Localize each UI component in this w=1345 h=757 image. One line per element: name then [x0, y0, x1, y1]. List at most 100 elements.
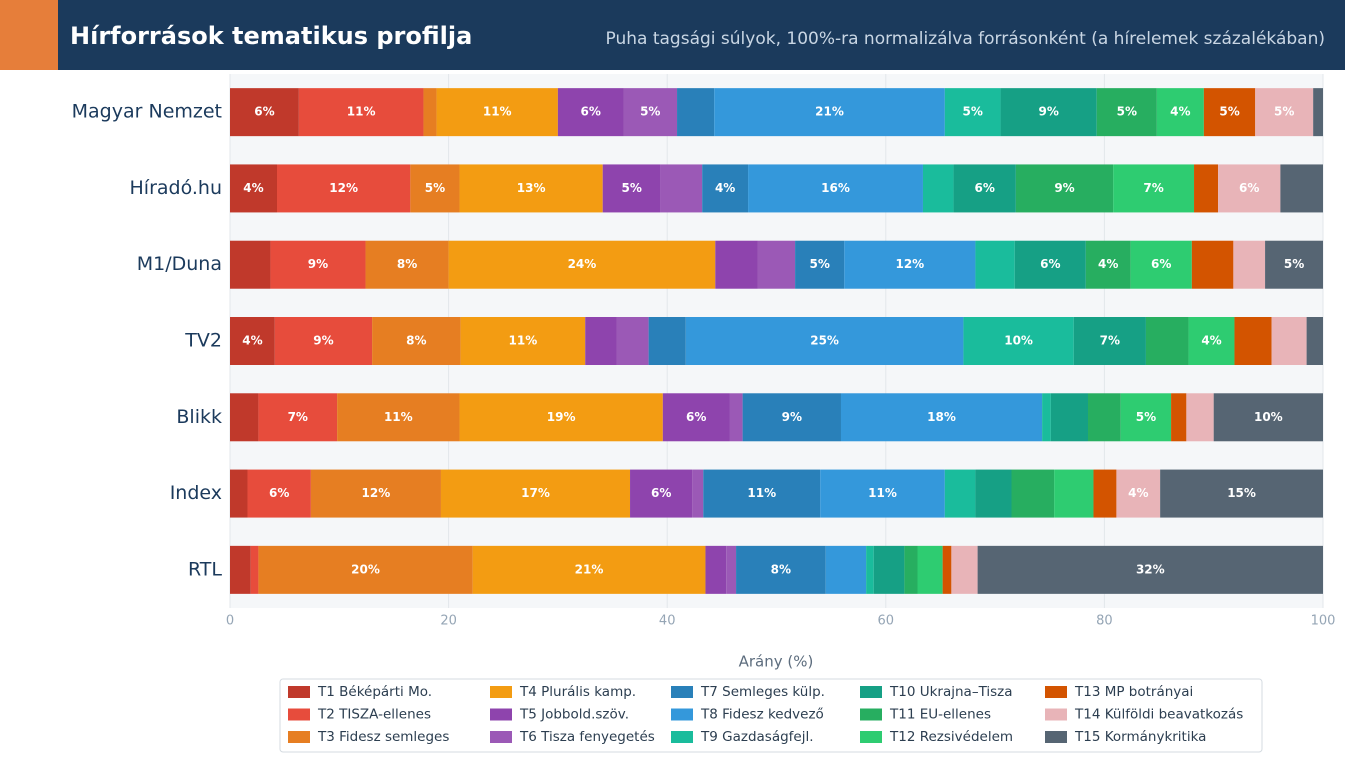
legend-label: T8 Fidesz kedvező: [700, 707, 824, 723]
x-axis-label: Arány (%): [739, 653, 814, 671]
bar-segment: [705, 545, 727, 594]
bar-segment: [372, 317, 461, 365]
bar-segment: [757, 240, 796, 289]
data-label: 4%: [1201, 334, 1221, 348]
header-accent: [0, 0, 58, 70]
y-tick-label: TV2: [184, 330, 222, 352]
y-tick-label: Index: [170, 482, 222, 504]
data-label: 5%: [621, 181, 641, 195]
bar-segment: [365, 240, 449, 289]
bar-segment: [736, 545, 826, 594]
bar-segment: [230, 545, 251, 594]
legend-swatch: [1045, 686, 1067, 698]
data-label: 9%: [1054, 181, 1074, 195]
bar-segment: [1218, 164, 1281, 213]
bar-segment: [922, 164, 954, 213]
data-label: 21%: [575, 562, 604, 576]
legend-swatch: [671, 686, 693, 698]
bar-segment: [975, 240, 1015, 289]
bar-segment: [1042, 393, 1051, 442]
legend-swatch: [671, 731, 693, 743]
legend-swatch: [490, 731, 512, 743]
data-label: 12%: [362, 486, 391, 500]
data-label: 15%: [1227, 486, 1256, 500]
bar-segment: [1233, 240, 1266, 289]
legend-swatch: [860, 686, 882, 698]
bar-segment: [702, 164, 749, 213]
bar-segment: [1306, 317, 1323, 365]
data-label: 11%: [384, 410, 413, 424]
bar-segment: [1093, 469, 1117, 518]
legend-swatch: [288, 731, 310, 743]
bar-segment: [1054, 469, 1094, 518]
bar-segment: [1265, 240, 1323, 289]
data-label: 5%: [809, 257, 829, 271]
data-label: 9%: [1038, 105, 1058, 119]
legend-swatch: [490, 708, 512, 721]
bar-segment: [630, 469, 693, 518]
bar-segment: [1186, 393, 1214, 442]
data-label: 7%: [1100, 334, 1120, 348]
bar-segment: [230, 240, 271, 289]
bar-segment: [742, 393, 841, 442]
bar-segment: [436, 88, 558, 137]
data-label: 10%: [1254, 410, 1283, 424]
bar-segment: [873, 545, 905, 594]
data-label: 7%: [1143, 181, 1163, 195]
legend-label: T13 MP botrányai: [1074, 684, 1193, 700]
data-label: 6%: [686, 410, 706, 424]
bar-segment: [1213, 393, 1323, 442]
data-label: 24%: [568, 257, 597, 271]
bar-segment: [726, 545, 737, 594]
bar-segment: [1011, 469, 1055, 518]
bar-segment: [1171, 393, 1187, 442]
bar-segment: [953, 164, 1016, 213]
bar-segment: [1145, 317, 1189, 365]
bar-segment: [729, 393, 743, 442]
data-label: 9%: [313, 334, 333, 348]
bar-segment: [1255, 88, 1314, 137]
legend-swatch: [860, 708, 882, 721]
bar-segment: [448, 240, 716, 289]
bar-segment: [840, 393, 1043, 442]
bar-segment: [298, 88, 424, 137]
y-tick-label: Blikk: [176, 406, 222, 428]
data-label: 4%: [242, 334, 262, 348]
bar-segment: [944, 469, 976, 518]
data-label: 9%: [308, 257, 328, 271]
bar-segment: [270, 240, 366, 289]
data-label: 11%: [483, 105, 512, 119]
data-label: 25%: [810, 334, 839, 348]
bar-segment: [1271, 317, 1307, 365]
y-tick-label: M1/Duna: [137, 253, 222, 275]
bar-segment: [795, 240, 845, 289]
data-label: 6%: [651, 486, 671, 500]
header-bar: [0, 0, 1345, 70]
legend-label: T5 Jobbold.szöv.: [519, 707, 629, 723]
data-label: 13%: [517, 181, 546, 195]
data-label: 9%: [782, 410, 802, 424]
bar-segment: [662, 393, 730, 442]
bar-segment: [460, 317, 586, 365]
bar-segment: [423, 88, 437, 137]
data-label: 6%: [269, 486, 289, 500]
bar-segment: [247, 469, 311, 518]
x-tick-label: 20: [440, 614, 457, 629]
bar-segment: [1234, 317, 1272, 365]
data-label: 10%: [1004, 334, 1033, 348]
bar-segment: [820, 469, 945, 518]
bar-segment: [975, 469, 1012, 518]
data-label: 19%: [547, 410, 576, 424]
bar-segment: [440, 469, 631, 518]
data-label: 4%: [715, 181, 735, 195]
bar-segment: [1280, 164, 1323, 213]
bar-segment: [1113, 164, 1195, 213]
data-label: 11%: [509, 334, 538, 348]
bar-segment: [1015, 164, 1114, 213]
data-label: 11%: [868, 486, 897, 500]
legend-label: T9 Gazdaságfejl.: [700, 729, 814, 745]
data-label: 8%: [406, 334, 426, 348]
data-label: 4%: [1128, 486, 1148, 500]
bar-segment: [258, 393, 338, 442]
